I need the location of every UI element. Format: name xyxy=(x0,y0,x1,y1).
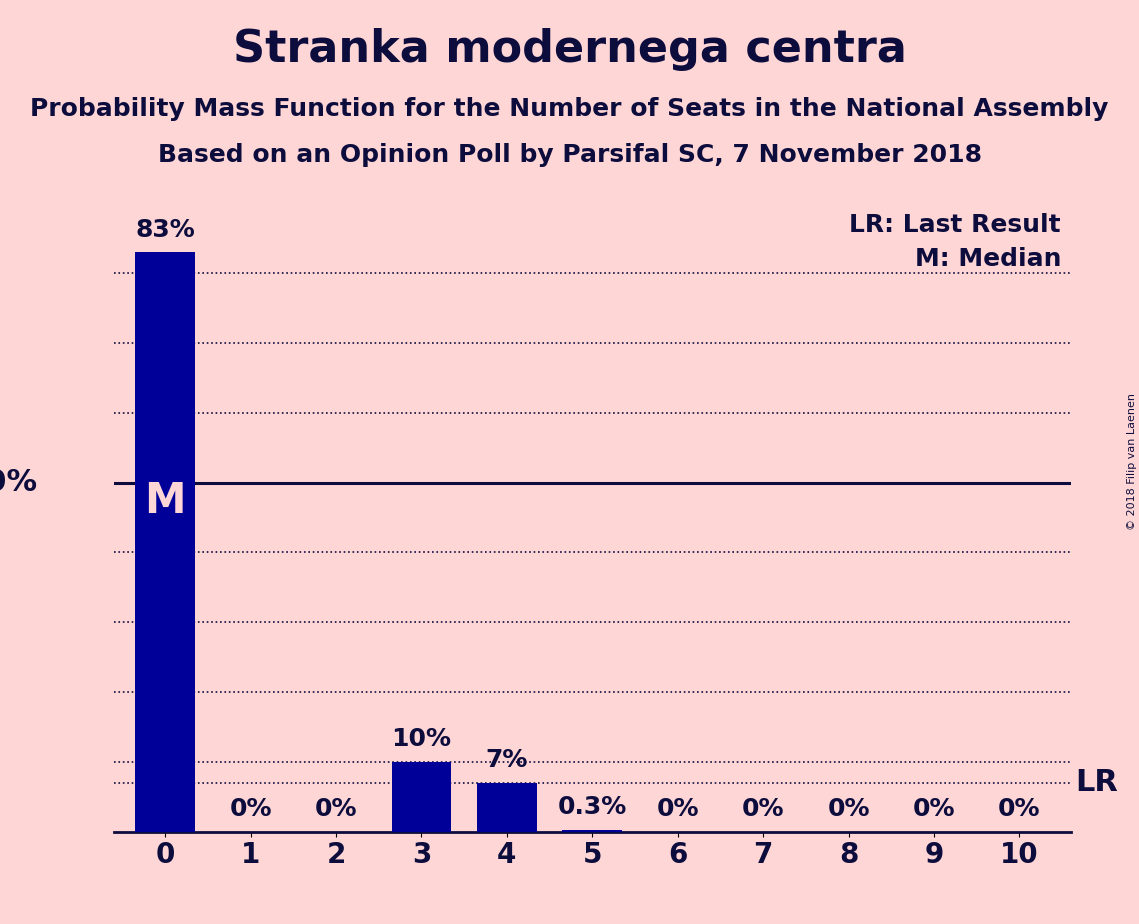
Text: 0%: 0% xyxy=(912,797,956,821)
Text: 0%: 0% xyxy=(229,797,272,821)
Bar xyxy=(392,761,451,832)
Text: 0%: 0% xyxy=(827,797,870,821)
Text: 0.3%: 0.3% xyxy=(558,795,626,819)
Text: © 2018 Filip van Laenen: © 2018 Filip van Laenen xyxy=(1126,394,1137,530)
Text: Stranka modernega centra: Stranka modernega centra xyxy=(232,28,907,71)
Text: 0%: 0% xyxy=(314,797,358,821)
Text: 10%: 10% xyxy=(392,727,451,751)
Text: LR: Last Result: LR: Last Result xyxy=(850,213,1062,237)
Text: Probability Mass Function for the Number of Seats in the National Assembly: Probability Mass Function for the Number… xyxy=(31,97,1108,121)
Text: Based on an Opinion Poll by Parsifal SC, 7 November 2018: Based on an Opinion Poll by Parsifal SC,… xyxy=(157,143,982,167)
Text: 0%: 0% xyxy=(998,797,1041,821)
Text: M: M xyxy=(145,480,186,522)
Bar xyxy=(136,252,195,832)
Bar xyxy=(477,783,536,832)
Text: 0%: 0% xyxy=(741,797,785,821)
Text: M: Median: M: Median xyxy=(915,248,1062,272)
Text: 50%: 50% xyxy=(0,468,38,497)
Text: 0%: 0% xyxy=(656,797,699,821)
Text: 7%: 7% xyxy=(485,748,528,772)
Text: LR: LR xyxy=(1075,768,1117,797)
Bar xyxy=(563,830,622,832)
Text: 83%: 83% xyxy=(136,218,195,242)
